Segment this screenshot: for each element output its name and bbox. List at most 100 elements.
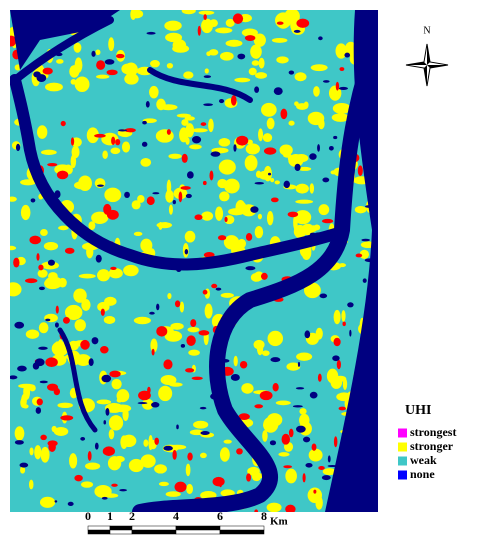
none-patch — [332, 355, 339, 361]
stronger-patch — [296, 352, 312, 360]
strong-patch — [224, 217, 227, 222]
strong-patch — [342, 322, 345, 326]
none-patch — [124, 192, 130, 198]
none-patch — [200, 407, 206, 409]
stronger-patch — [56, 59, 63, 64]
scale-segment-alt — [220, 526, 264, 530]
none-patch — [309, 153, 316, 160]
strong-patch — [36, 253, 39, 261]
stronger-patch — [183, 71, 193, 78]
stronger-patch — [318, 204, 329, 215]
none-patch — [146, 101, 150, 108]
strong-patch — [74, 475, 82, 482]
none-patch — [310, 392, 318, 399]
strong-patch — [233, 13, 243, 24]
strong-patch — [156, 326, 167, 336]
stronger-patch — [54, 427, 69, 436]
strong-patch — [56, 306, 59, 314]
stronger-patch — [97, 400, 111, 405]
uhi-map — [5, 7, 383, 514]
none-patch — [15, 440, 24, 444]
none-patch — [284, 181, 290, 188]
strong-patch — [339, 67, 344, 71]
none-patch — [31, 198, 36, 202]
stronger-patch — [249, 68, 257, 75]
none-patch — [211, 151, 221, 156]
none-patch — [255, 182, 264, 184]
none-patch — [268, 173, 271, 176]
north-arrow: N — [406, 25, 448, 86]
none-patch — [274, 87, 283, 95]
scale-segment — [132, 530, 176, 534]
stronger-patch — [208, 119, 214, 133]
scale-label: 4 — [173, 509, 179, 523]
strong-patch — [318, 466, 324, 470]
stronger-patch — [331, 170, 337, 174]
strong-patch — [334, 436, 337, 447]
none-patch — [80, 437, 85, 441]
strong-patch — [65, 248, 75, 254]
none-patch — [296, 387, 304, 389]
stronger-patch — [226, 40, 243, 47]
none-patch — [216, 288, 222, 291]
strong-patch — [231, 95, 237, 105]
stronger-patch — [285, 469, 297, 484]
stronger-patch — [234, 356, 238, 367]
scale-segment — [220, 530, 264, 534]
strong-patch — [194, 214, 202, 220]
stronger-patch — [86, 245, 93, 258]
strong-patch — [213, 477, 225, 487]
strong-patch — [109, 371, 120, 378]
strong-patch — [334, 338, 341, 346]
none-patch — [295, 164, 301, 171]
scale-label: 1 — [107, 509, 113, 523]
stronger-patch — [182, 7, 196, 14]
none-patch — [200, 431, 209, 435]
stronger-patch — [96, 75, 109, 79]
none-patch — [102, 497, 108, 500]
strong-patch — [236, 448, 243, 454]
stronger-patch — [215, 27, 232, 33]
stronger-patch — [169, 382, 183, 386]
stronger-patch — [166, 491, 181, 497]
strong-patch — [209, 171, 213, 181]
stronger-patch — [163, 222, 168, 227]
stronger-patch — [78, 175, 92, 190]
stronger-patch — [259, 58, 265, 69]
none-patch — [92, 337, 99, 344]
stronger-patch — [234, 78, 250, 83]
stronger-patch — [220, 52, 234, 61]
none-patch — [185, 249, 188, 254]
none-patch — [39, 287, 45, 290]
strong-patch — [264, 147, 276, 154]
stronger-patch — [123, 265, 139, 276]
stronger-patch — [224, 179, 240, 194]
stronger-patch — [224, 440, 232, 444]
strong-patch — [38, 265, 43, 271]
stronger-patch — [186, 464, 191, 476]
none-patch — [48, 260, 55, 266]
stronger-patch — [294, 210, 311, 224]
strong-patch — [47, 440, 57, 446]
strong-patch — [101, 309, 105, 316]
stronger-patch — [141, 454, 156, 468]
stronger-patch — [104, 188, 121, 202]
none-patch — [38, 347, 48, 350]
none-patch — [119, 489, 127, 491]
stronger-patch — [167, 293, 171, 299]
strong-patch — [107, 70, 118, 76]
none-patch — [151, 402, 159, 407]
scale-segment-alt — [176, 530, 220, 534]
none-patch — [192, 136, 201, 143]
stronger-patch — [255, 72, 267, 79]
stronger-patch — [185, 231, 196, 243]
strong-patch — [296, 19, 309, 28]
none-patch — [106, 408, 110, 416]
none-patch — [149, 312, 155, 315]
none-patch — [231, 374, 240, 381]
strong-patch — [45, 357, 58, 367]
stronger-patch — [258, 128, 263, 141]
strong-patch — [88, 451, 92, 461]
stronger-patch — [200, 453, 207, 458]
stronger-patch — [254, 340, 265, 350]
